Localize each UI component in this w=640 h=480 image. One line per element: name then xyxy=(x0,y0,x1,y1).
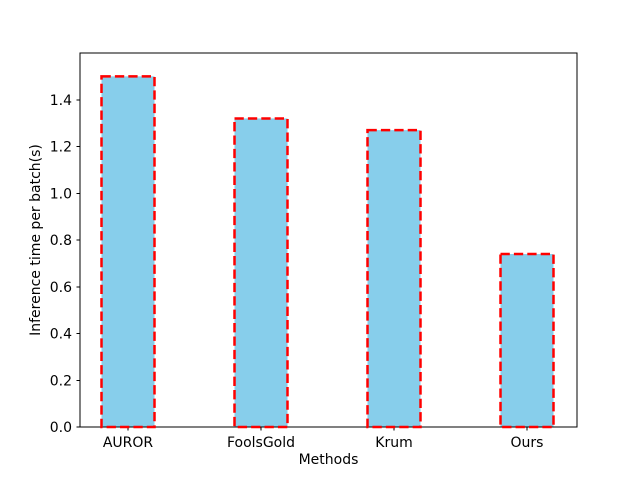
bars-fill-layer xyxy=(101,76,554,427)
x-tick-label-ours: Ours xyxy=(511,435,544,451)
y-axis-label: Inference time per batch(s) xyxy=(28,144,44,336)
x-tick-label-foolsgold: FoolsGold xyxy=(227,435,295,451)
x-tick-label-krum: Krum xyxy=(375,435,412,451)
bar-foolsgold xyxy=(234,118,288,427)
bars-edge-layer xyxy=(100,75,555,429)
text-layer: 0.0 0.2 0.4 0.6 0.8 1.0 1.2 1.4 AUROR FoolsGold Kr… xyxy=(28,93,543,468)
y-tick-label-0.0: 0.0 xyxy=(50,420,72,436)
y-tick-label-0.6: 0.6 xyxy=(50,280,72,296)
bar-ours xyxy=(500,254,554,427)
y-tick-label-0.8: 0.8 xyxy=(50,233,72,249)
axes-layer xyxy=(76,52,578,431)
x-axis-label: Methods xyxy=(299,452,359,468)
y-tick-label-1.4: 1.4 xyxy=(50,93,72,109)
bar-krum xyxy=(367,130,421,427)
y-tick-label-0.2: 0.2 xyxy=(50,373,72,389)
bar-border-krum xyxy=(366,128,422,429)
bar-border-foolsgold xyxy=(233,117,289,429)
bar-auror xyxy=(101,76,155,427)
y-tick-label-1.2: 1.2 xyxy=(50,140,72,156)
bar-border-ours xyxy=(499,252,555,429)
y-tick-label-1.0: 1.0 xyxy=(50,186,72,202)
x-tick-label-auror: AUROR xyxy=(103,435,154,451)
bar-border-auror xyxy=(100,75,156,429)
y-tick-label-0.4: 0.4 xyxy=(50,327,72,343)
